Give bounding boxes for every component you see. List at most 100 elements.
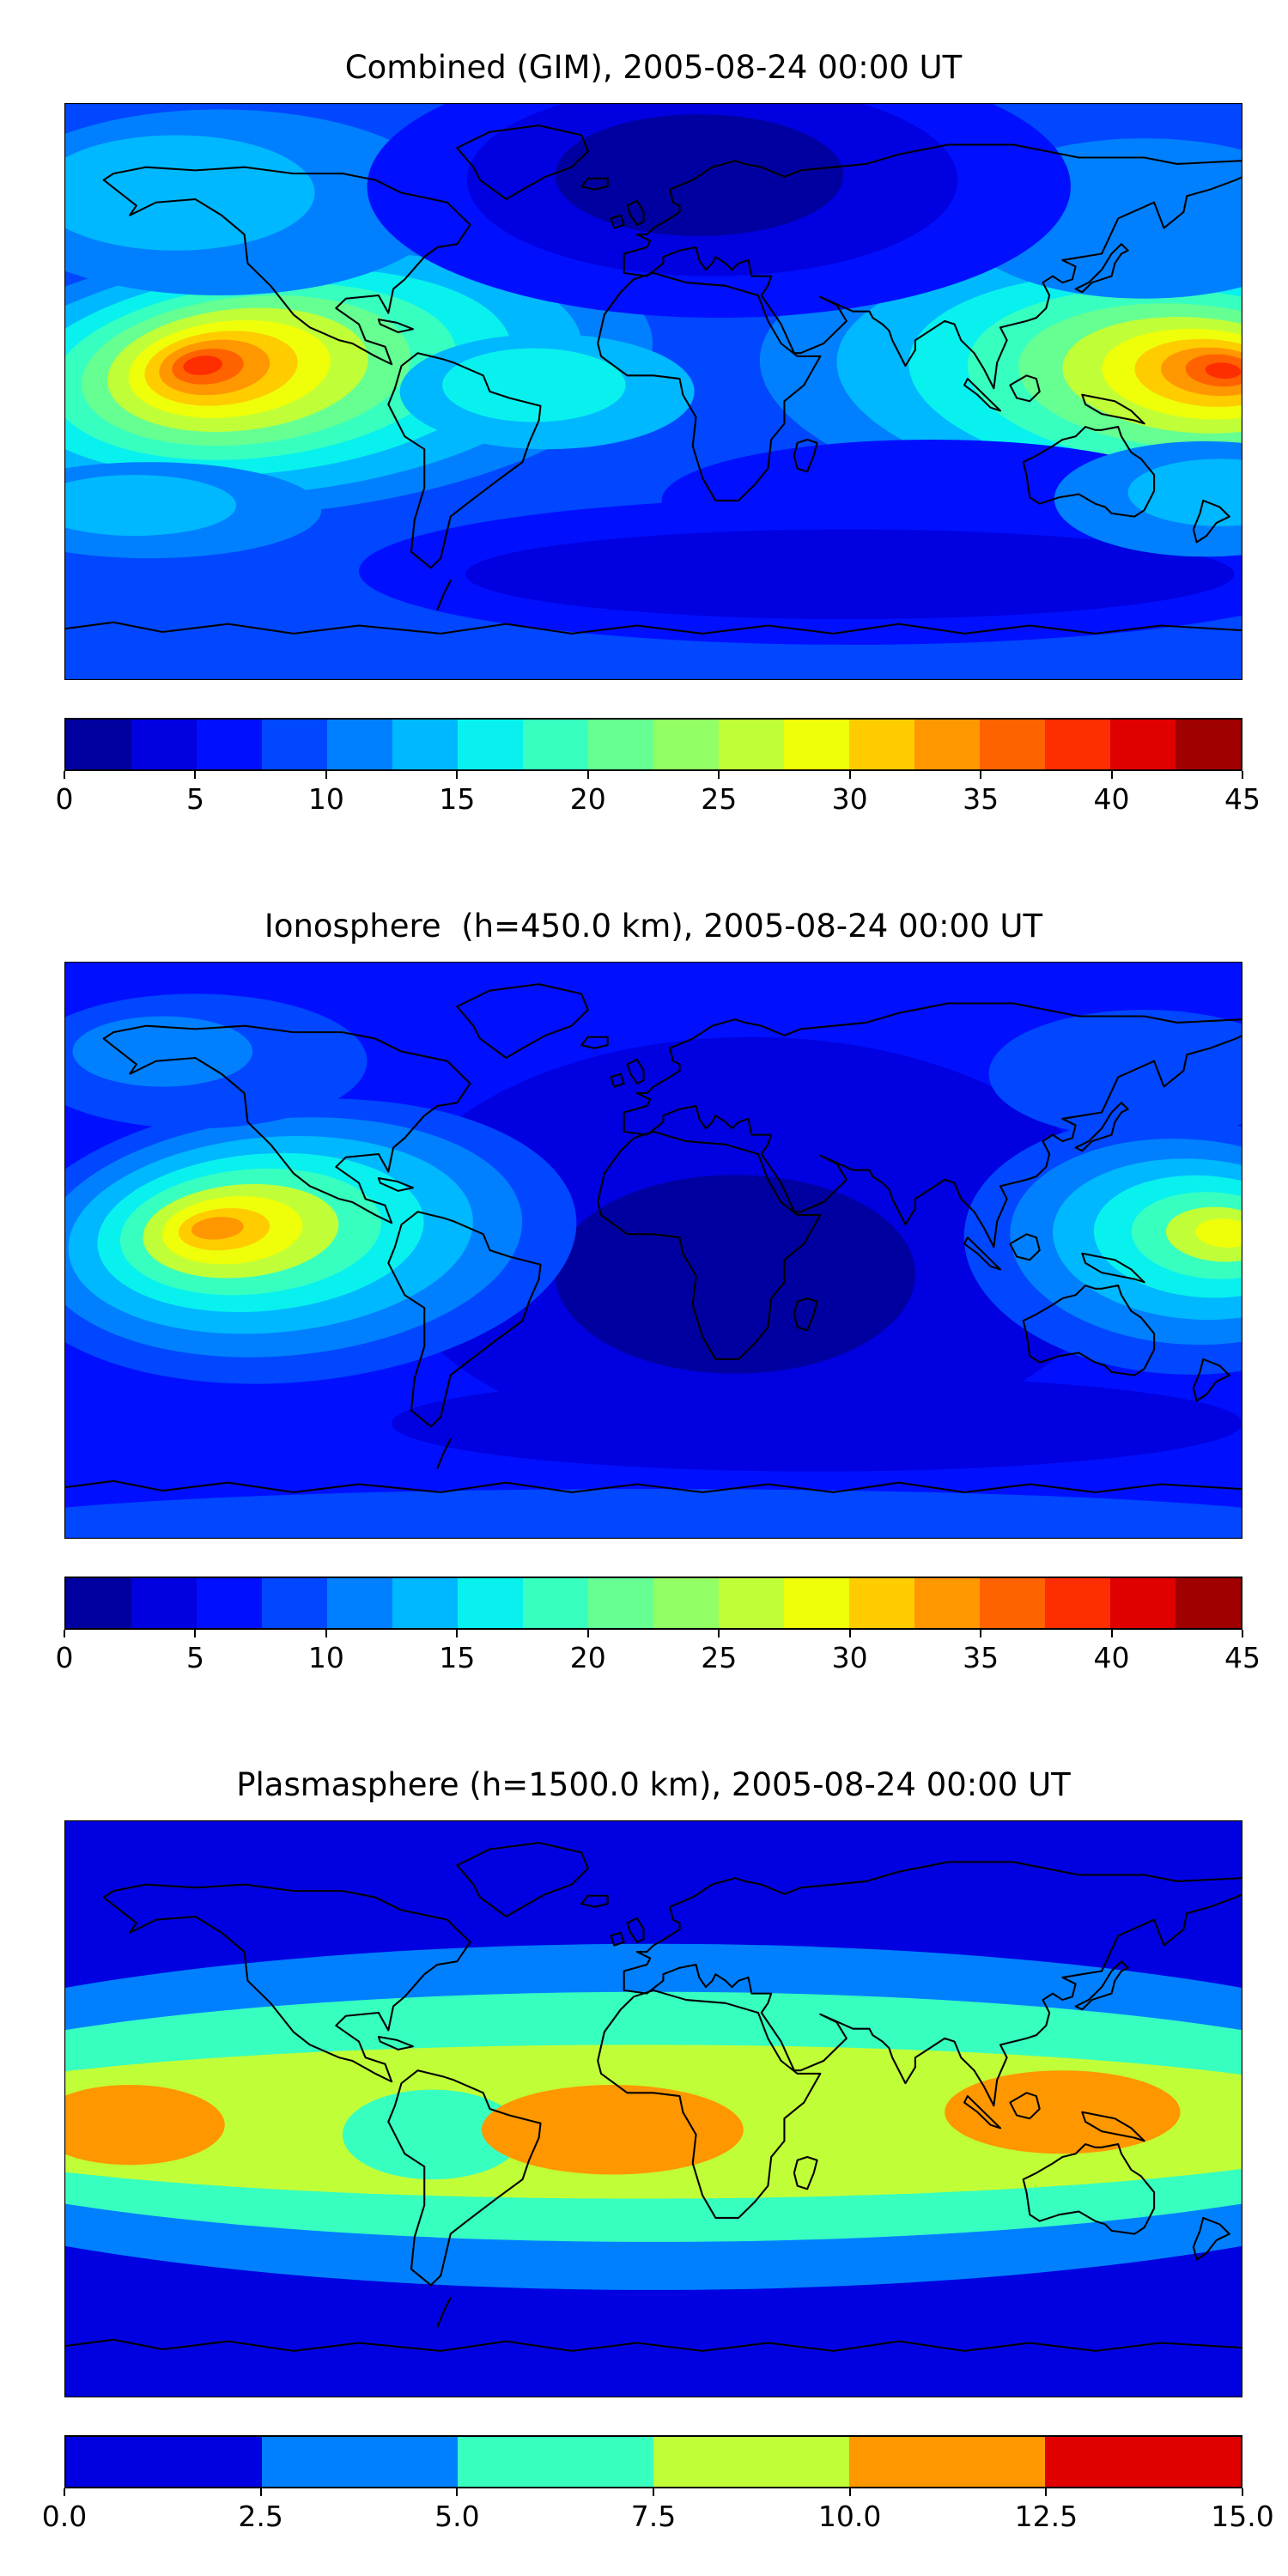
- colorbar-tick: [1110, 1630, 1113, 1637]
- colorbar-segment: [914, 1578, 980, 1628]
- colorbar-segment: [458, 1578, 523, 1628]
- colorbar-segment: [197, 1578, 262, 1628]
- colorbar-segment: [327, 1578, 392, 1628]
- colorbar-tick-label: 2.5: [238, 2500, 283, 2533]
- colorbar-segment: [458, 2437, 653, 2487]
- colorbar-segment: [719, 720, 784, 769]
- contour-fill-layer: [64, 1820, 1242, 2397]
- colorbar-tick-label: 25: [701, 1641, 738, 1674]
- colorbar-segment: [1110, 1578, 1176, 1628]
- colorbar-segment: [784, 720, 849, 769]
- colorbar-segment: [131, 1578, 197, 1628]
- colorbar-tick-label: 40: [1093, 782, 1130, 816]
- colorbar-tick: [456, 1630, 459, 1637]
- colorbar-segments: [64, 1577, 1242, 1630]
- colorbar-tick: [325, 771, 327, 779]
- colorbar-tick: [1242, 2488, 1243, 2496]
- colorbar-segment: [849, 2437, 1045, 2487]
- colorbar-tick: [64, 771, 65, 779]
- colorbar-tick-label: 30: [831, 782, 868, 816]
- colorbar-tick-label: 45: [1224, 782, 1261, 816]
- colorbar-segment: [914, 720, 980, 769]
- colorbar-segment: [1176, 1578, 1241, 1628]
- colorbar-tick: [586, 1630, 589, 1637]
- colorbar-tick-label: 20: [569, 782, 606, 816]
- colorbar-segment: [588, 720, 653, 769]
- colorbar-tick-label: 35: [963, 782, 999, 816]
- colorbar-tick-label: 40: [1093, 1641, 1130, 1674]
- colorbar-tick-label: 5: [185, 782, 204, 816]
- colorbar-segment: [980, 1578, 1045, 1628]
- colorbar-combined: 0 5 10 15 20 25 30 35 40 45: [56, 718, 1261, 817]
- panel-title-ionosphere: Ionosphere (h=450.0 km), 2005-08-24 00:0…: [264, 908, 1043, 945]
- colorbar-segment: [653, 2437, 849, 2487]
- colorbar-segment: [66, 720, 131, 769]
- colorbar-segment: [262, 720, 327, 769]
- colorbar-segment: [262, 1578, 327, 1628]
- colorbar-labels: 0.0 2.5 5.0 7.5 10.0 12.5 15.0: [42, 2499, 1274, 2535]
- colorbar-plasmasphere: 0.0 2.5 5.0 7.5 10.0 12.5 15.0: [42, 2435, 1274, 2535]
- colorbar-segment: [1176, 720, 1241, 769]
- colorbar-segment: [719, 1578, 784, 1628]
- colorbar-tick: [64, 2488, 65, 2496]
- colorbar-tick: [1242, 771, 1243, 779]
- colorbar-tick-label: 0.0: [41, 2500, 88, 2533]
- colorbar-segment: [197, 720, 262, 769]
- colorbar-tick-label: 10: [307, 1641, 344, 1674]
- colorbar-tick: [456, 2488, 459, 2496]
- colorbar-tick-label: 7.5: [630, 2500, 677, 2533]
- colorbar-ionosphere: 0 5 10 15 20 25 30 35 40 45: [56, 1577, 1261, 1676]
- colorbar-segment: [980, 720, 1045, 769]
- colorbar-tick-label: 12.5: [1014, 2500, 1078, 2533]
- panel-combined: Combined (GIM), 2005-08-24 00:00 UT: [0, 0, 1288, 859]
- colorbar-tick: [456, 771, 459, 779]
- colorbar-tick: [848, 1630, 851, 1637]
- colorbar-tick: [1242, 1630, 1243, 1637]
- colorbar-tick-label: 5: [185, 1641, 204, 1674]
- panel-title-plasmasphere: Plasmasphere (h=1500.0 km), 2005-08-24 0…: [236, 1766, 1071, 1803]
- colorbar-segment: [66, 1578, 131, 1628]
- colorbar-tick-label: 15.0: [1211, 2500, 1274, 2533]
- colorbar-segments: [64, 2435, 1242, 2488]
- colorbar-tick-label: 45: [1224, 1641, 1261, 1674]
- colorbar-tick: [586, 771, 589, 779]
- colorbar-tick: [259, 2488, 262, 2496]
- colorbar-segment: [1045, 1578, 1110, 1628]
- colorbar-segment: [262, 2437, 458, 2487]
- colorbar-tick-label: 0: [55, 782, 74, 816]
- colorbar-segment: [1045, 720, 1110, 769]
- colorbar-segment: [1045, 2437, 1241, 2487]
- colorbar-segment: [392, 1578, 458, 1628]
- map-plasmasphere: [64, 1820, 1242, 2397]
- contour-fill-layer: [64, 103, 1242, 680]
- colorbar-segment: [327, 720, 392, 769]
- colorbar-segment: [458, 720, 523, 769]
- colorbar-tick: [980, 771, 982, 779]
- colorbar-segments: [64, 718, 1242, 771]
- colorbar-tick: [848, 771, 851, 779]
- colorbar-tick-label: 25: [701, 782, 738, 816]
- colorbar-segment: [66, 2437, 262, 2487]
- colorbar-segment: [392, 720, 458, 769]
- colorbar-labels: 0 5 10 15 20 25 30 35 40 45: [56, 1640, 1261, 1676]
- panel-ionosphere: Ionosphere (h=450.0 km), 2005-08-24 00:0…: [0, 859, 1288, 1717]
- colorbar-tick-label: 10: [307, 782, 344, 816]
- colorbar-tick: [653, 2488, 654, 2496]
- colorbar-tick-label: 20: [569, 1641, 606, 1674]
- colorbar-tick: [194, 1630, 197, 1637]
- colorbar-segment: [849, 1578, 914, 1628]
- colorbar-tick: [64, 1630, 65, 1637]
- colorbar-tick: [325, 1630, 327, 1637]
- colorbar-tick-label: 15: [439, 782, 476, 816]
- colorbar-tick: [1045, 2488, 1048, 2496]
- colorbar-tick-label: 35: [963, 1641, 999, 1674]
- colorbar-segment: [1110, 720, 1176, 769]
- colorbar-tick-label: 15: [439, 1641, 476, 1674]
- colorbar-tick-label: 10.0: [817, 2500, 882, 2533]
- colorbar-tick-label: 30: [831, 1641, 868, 1674]
- colorbar-tick-label: 0: [55, 1641, 74, 1674]
- colorbar-ticks: [64, 2488, 1243, 2496]
- panel-title-combined: Combined (GIM), 2005-08-24 00:00 UT: [344, 49, 963, 86]
- colorbar-segment: [523, 1578, 588, 1628]
- colorbar-labels: 0 5 10 15 20 25 30 35 40 45: [56, 781, 1261, 817]
